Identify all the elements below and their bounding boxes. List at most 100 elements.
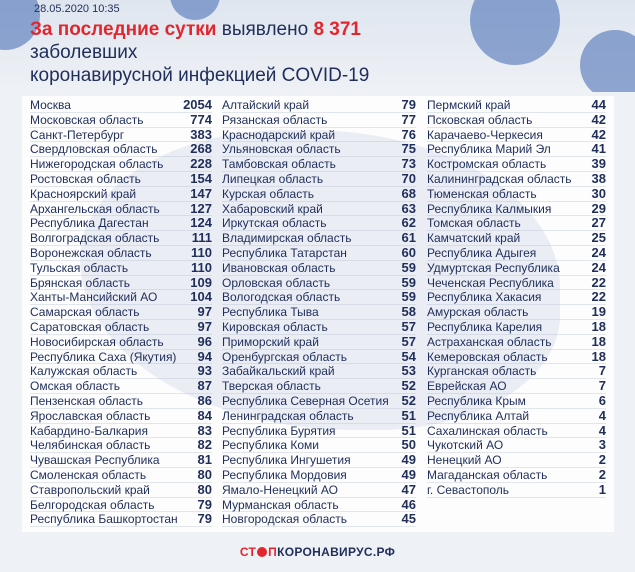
region-name: Волгоградская область — [30, 231, 160, 246]
region-name: Красноярский край — [30, 186, 137, 201]
case-count: 97 — [197, 304, 212, 320]
region-name: Тульская область — [30, 260, 129, 275]
case-count: 51 — [401, 422, 416, 438]
region-name: Смоленская область — [30, 467, 147, 482]
case-count: 77 — [401, 111, 416, 127]
case-count: 57 — [401, 318, 416, 334]
case-count: 147 — [190, 185, 212, 201]
table-row: Республика Татарстан 60 — [222, 245, 416, 261]
case-count: 6 — [598, 392, 606, 408]
title-part: коронавирусной инфекцией COVID-19 — [30, 65, 370, 86]
region-name: Ненецкий АО — [427, 453, 502, 468]
region-name: Томская область — [427, 216, 521, 231]
table-row: Владимирская область 61 — [222, 230, 416, 246]
title-part: выявлено — [221, 19, 309, 40]
case-count: 2054 — [183, 97, 212, 112]
virus-decor — [580, 30, 635, 92]
region-name: Самарская область — [30, 305, 140, 320]
table-row: Алтайский край 79 — [222, 97, 416, 113]
case-count: 59 — [401, 274, 416, 290]
case-count: 2 — [598, 466, 606, 482]
case-count: 42 — [591, 111, 606, 127]
region-name: Нижегородская область — [30, 157, 164, 172]
region-name: Республика Марий Эл — [427, 142, 551, 157]
table-row: Республика Адыгея 24 — [427, 245, 606, 261]
table-row: г. Севастополь 1 — [427, 482, 606, 498]
case-count: 83 — [197, 422, 212, 438]
case-count: 29 — [591, 200, 606, 216]
case-count: 127 — [190, 200, 212, 216]
case-count: 49 — [401, 452, 416, 468]
region-name: Республика Саха (Якутия) — [30, 349, 177, 364]
region-name: Республика Бурятия — [222, 423, 336, 438]
case-count: 41 — [591, 141, 606, 157]
logo-icon — [257, 547, 268, 557]
virus-decor — [470, 0, 560, 65]
case-count: 154 — [190, 170, 212, 186]
table-row: Брянская область 109 — [30, 275, 212, 291]
case-count: 79 — [197, 496, 212, 512]
case-count: 18 — [591, 333, 606, 349]
case-count: 110 — [191, 259, 212, 275]
region-name: Псковская область — [427, 112, 533, 127]
table-row: Республика Башкортостан 79 — [30, 512, 212, 528]
case-count: 24 — [591, 259, 606, 275]
region-name: Амурская область — [427, 305, 529, 320]
table-row: Хабаровский край 63 — [222, 201, 416, 217]
region-name: Воронежская область — [30, 245, 152, 260]
region-name: Республика Дагестан — [30, 216, 149, 231]
case-count: 22 — [591, 274, 606, 290]
region-name: Тверская область — [222, 379, 321, 394]
region-name: Республика Крым — [427, 393, 526, 408]
table-row: Красноярский край 147 — [30, 185, 212, 202]
table-row: Ленинградская область 51 — [222, 408, 416, 424]
case-count: 228 — [190, 156, 212, 172]
table-row: Магаданская область 2 — [427, 466, 606, 483]
table-row: Астраханская область 18 — [427, 333, 606, 350]
region-name: Орловская область — [222, 275, 331, 290]
case-count: 111 — [191, 230, 212, 246]
case-count: 61 — [401, 230, 416, 246]
case-count: 94 — [197, 348, 212, 364]
region-name: Свердловская область — [30, 142, 158, 157]
case-count: 7 — [598, 363, 606, 379]
table-row: Республика Бурятия 51 — [222, 422, 416, 439]
table-row: Саратовская область 97 — [30, 319, 212, 335]
table-row: Архангельская область 127 — [30, 200, 212, 217]
table-row: Ханты-Мансийский АО 104 — [30, 290, 212, 306]
region-name: Магаданская область — [427, 467, 548, 482]
table-row: Орловская область 59 — [222, 274, 416, 291]
region-name: Чукотский АО — [427, 438, 504, 453]
region-name: Хабаровский край — [222, 201, 323, 216]
table-row: Калининградская область 38 — [427, 171, 606, 187]
case-count: 110 — [191, 244, 212, 260]
table-row: Республика Алтай 4 — [427, 408, 606, 424]
map-decor — [80, 130, 560, 430]
case-count: 68 — [401, 185, 416, 201]
region-name: Карачаево-Черкесия — [427, 127, 543, 142]
region-name: Новгородская область — [222, 512, 348, 527]
case-count: 45 — [401, 511, 416, 527]
table-row: Оренбургская область 54 — [222, 348, 416, 365]
case-count: 30 — [591, 185, 606, 201]
case-count: 19 — [591, 304, 606, 320]
case-count: 27 — [591, 215, 606, 231]
region-name: Еврейская АО — [427, 379, 507, 394]
case-count: 62 — [401, 215, 416, 231]
table-row: Новосибирская область 96 — [30, 334, 212, 350]
table-row: Омская область 87 — [30, 378, 212, 394]
region-name: Калининградская область — [427, 171, 572, 186]
logo-text: П — [268, 545, 278, 559]
region-name: Ульяновская область — [222, 142, 341, 157]
region-name: Новосибирская область — [30, 334, 164, 349]
case-count: 87 — [197, 378, 212, 394]
case-count: 7 — [598, 378, 606, 394]
case-count: 18 — [591, 348, 606, 364]
case-count: 2 — [598, 452, 606, 468]
table-row: Белгородская область 79 — [30, 496, 212, 513]
case-count: 54 — [401, 348, 416, 364]
region-name: Архангельская область — [30, 201, 160, 216]
date: 28.05.2020 10:35 — [34, 3, 120, 15]
table-row: Республика Мордовия 49 — [222, 467, 416, 483]
case-count: 774 — [190, 111, 212, 127]
